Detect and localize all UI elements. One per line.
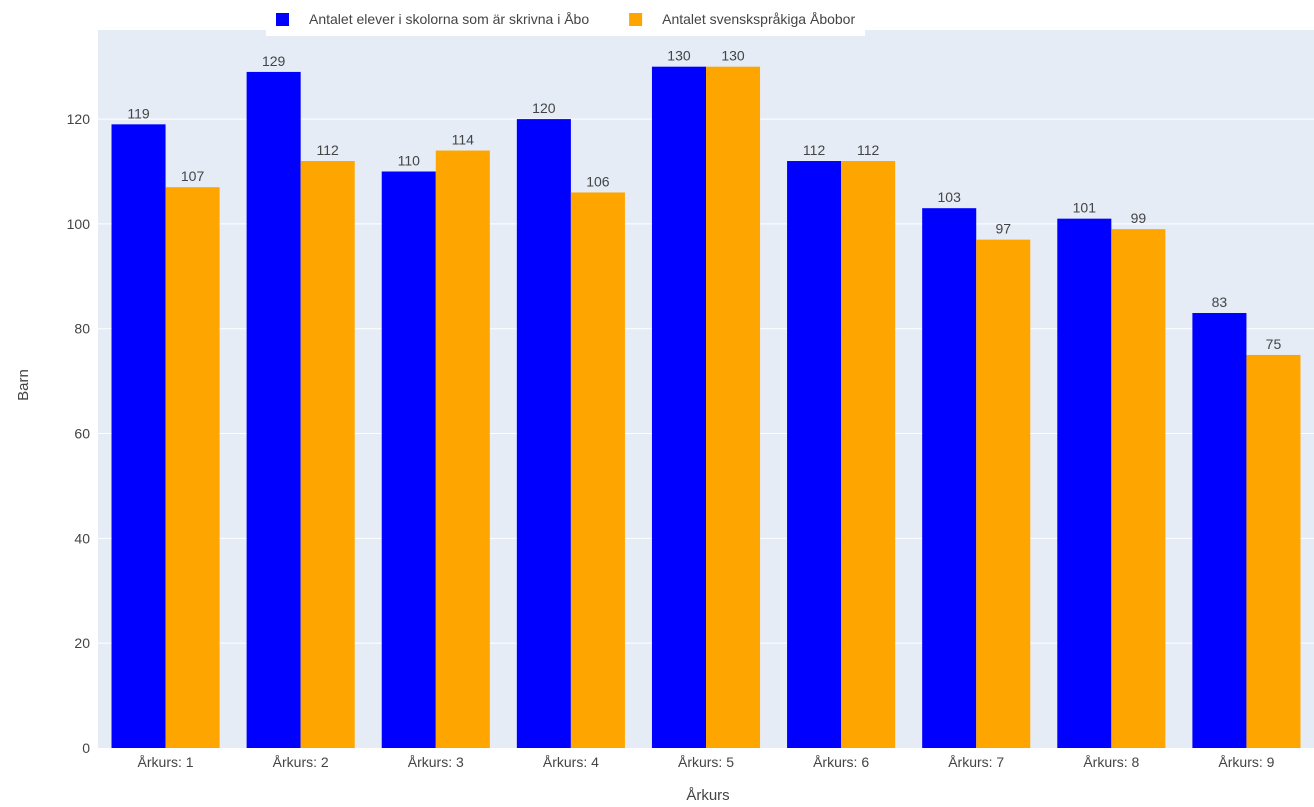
y-tick-label: 40 [74,530,90,546]
bar-series-2-cat-9 [1246,354,1301,748]
data-label: 112 [857,142,880,158]
bar-series-2-cat-1 [165,187,220,749]
bar-series-2-cat-7 [976,239,1031,748]
x-tick-label: Årkurs: 2 [273,754,329,770]
legend-label: Antalet svenskspråkiga Åbobor [662,11,855,27]
y-tick-label: 20 [74,635,90,651]
bar-series-1-cat-1 [111,124,166,749]
x-tick-label: Årkurs: 7 [948,754,1004,770]
bar-series-2-cat-4 [570,192,625,748]
data-label: 119 [127,105,150,121]
x-tick-label: Årkurs: 9 [1218,754,1274,770]
x-tick-label: Årkurs: 1 [138,754,194,770]
data-label: 114 [452,132,475,148]
data-label: 106 [586,173,610,189]
x-tick-label: Årkurs: 5 [678,754,734,770]
x-axis-ticks: Årkurs: 1 Årkurs: 2 Årkurs: 3 Årkurs: 4 Årku… [138,754,1275,770]
data-label: 130 [667,48,691,64]
bar-series-2-cat-6 [841,161,896,748]
data-labels: 119 107 129 112 110 114 120 106 130 130 112 112 103 9… [127,48,1281,352]
legend-swatch [629,13,643,26]
bar-series-1-cat-8 [1057,218,1112,749]
y-tick-label: 0 [82,740,90,756]
bar-series-1-cat-3 [381,171,436,748]
data-label: 107 [181,168,205,184]
data-label: 110 [398,153,421,169]
data-label: 112 [803,142,826,158]
bar-series-1-cat-6 [787,161,842,748]
bar-series-2-cat-2 [300,161,355,748]
x-tick-label: Årkurs: 8 [1083,754,1139,770]
data-label: 101 [1073,200,1097,216]
data-label: 112 [317,142,340,158]
y-tick-label: 120 [67,111,91,127]
legend-background [266,4,866,36]
y-tick-label: 80 [74,321,90,337]
x-axis-title: Årkurs [686,787,729,804]
data-label: 120 [532,100,556,116]
y-axis-title: Barn [15,369,32,401]
bar-series-1-cat-2 [246,71,301,749]
legend-items: Antalet elever i skolorna som är skrivna… [276,11,855,27]
legend: Antalet elever i skolorna som är skrivna… [266,4,866,36]
bar-series-1-cat-9 [1192,313,1247,748]
data-label: 75 [1266,336,1282,352]
y-tick-label: 100 [67,216,91,232]
legend-swatch [276,13,289,26]
y-axis-ticks: 0 20 40 60 80 100 120 [67,111,91,756]
data-label: 97 [995,221,1011,237]
x-tick-label: Årkurs: 6 [813,754,869,770]
data-label: 130 [721,48,745,64]
legend-label: Antalet elever i skolorna som är skrivna… [309,11,589,27]
data-label: 99 [1131,210,1147,226]
bar-series-2-cat-3 [435,150,490,748]
x-tick-label: Årkurs: 4 [543,754,599,770]
y-tick-label: 60 [74,426,90,442]
x-tick-label: Årkurs: 3 [408,754,464,770]
data-label: 83 [1212,294,1228,310]
bar-series-2-cat-5 [706,66,761,748]
bar-series-1-cat-4 [516,119,571,748]
bar-series-1-cat-7 [922,208,977,749]
data-label: 103 [938,189,962,205]
bars [111,66,1301,749]
bar-series-1-cat-5 [651,66,706,748]
data-label: 129 [262,53,286,69]
bar-series-2-cat-8 [1111,229,1166,748]
